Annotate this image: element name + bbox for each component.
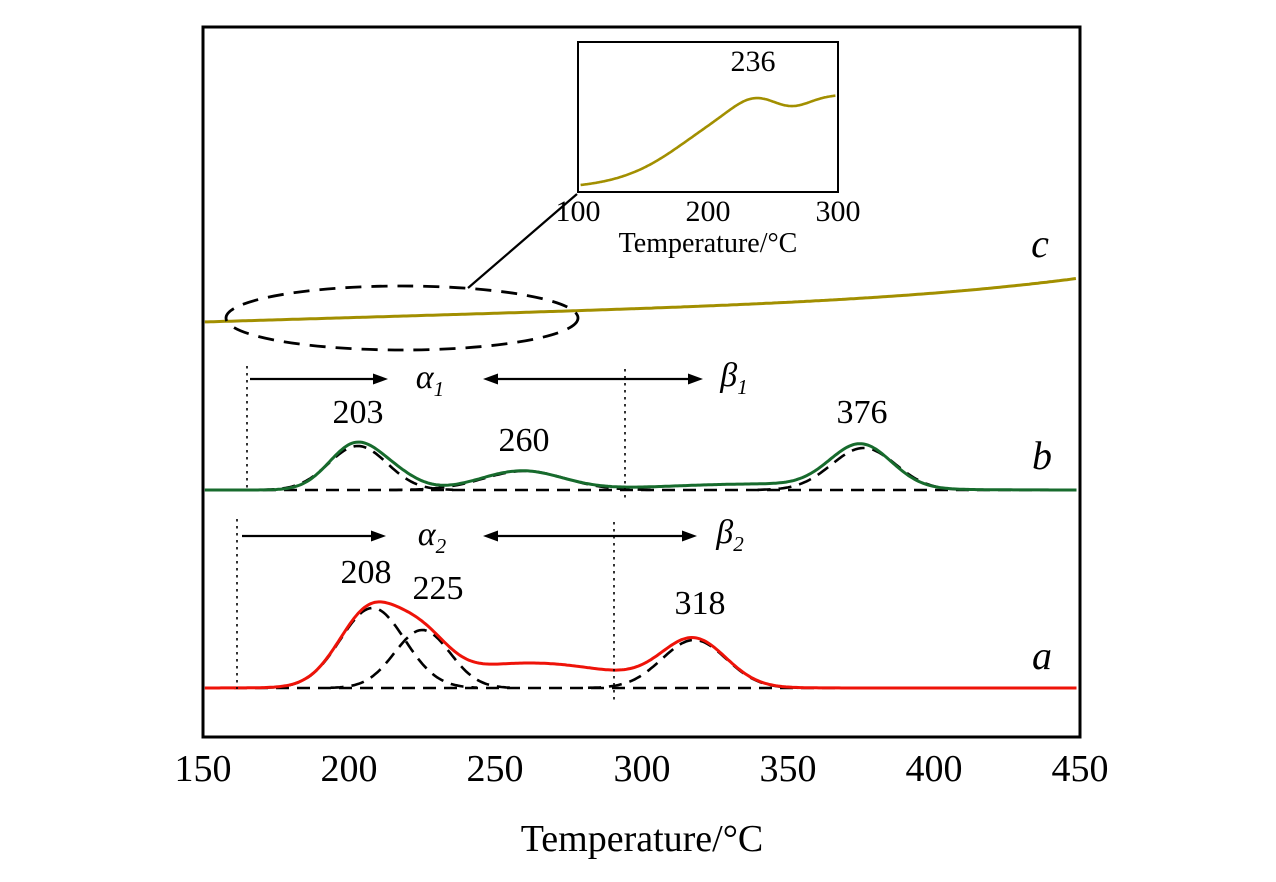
x-tick-3: 250 xyxy=(466,748,524,790)
deconv-peak-b-2 xyxy=(757,446,969,492)
inset-x-tick-3: 300 xyxy=(815,195,861,228)
alpha2-sub: 2 xyxy=(435,533,447,558)
region-label-alpha2: α2 xyxy=(418,518,446,557)
region-label-beta2: β2 xyxy=(716,516,743,555)
beta-arrow-right-head-a xyxy=(682,530,697,542)
beta1-sub: 1 xyxy=(737,374,748,399)
region-label-alpha1: α1 xyxy=(416,361,444,400)
inset-peak-label: 236 xyxy=(730,45,776,78)
x-tick-2: 200 xyxy=(320,748,378,790)
peak-label-a-225: 225 xyxy=(412,570,464,607)
beta2-letter: β xyxy=(716,514,734,551)
x-tick-4: 300 xyxy=(613,748,671,790)
peak-label-a-318: 318 xyxy=(674,585,726,622)
x-tick-7: 450 xyxy=(1051,748,1109,790)
deconv-peak-a-1 xyxy=(330,628,514,689)
region-label-beta1: β1 xyxy=(720,359,747,398)
inset-border xyxy=(577,41,839,193)
alpha1-sub: 1 xyxy=(433,376,445,401)
alpha1-letter: α xyxy=(415,359,434,396)
inset-pointer-line xyxy=(467,193,578,289)
curve-c xyxy=(204,277,1077,324)
curve-b-label: b xyxy=(1032,433,1052,478)
beta-arrow-left-head-a xyxy=(483,530,498,542)
inset-x-tick-1: 100 xyxy=(555,195,601,228)
inset-x-axis-label: Temperature/°C xyxy=(618,228,798,259)
x-tick-1: 150 xyxy=(174,748,232,790)
x-tick-5: 350 xyxy=(759,748,817,790)
peak-label-b-203: 203 xyxy=(332,394,384,431)
beta-arrow-right-head-b xyxy=(688,373,703,385)
alpha-arrow-head-a xyxy=(371,530,386,542)
curve-a xyxy=(204,600,1077,690)
beta-arrow-left-head-b xyxy=(483,373,498,385)
beta2-sub: 2 xyxy=(733,531,744,556)
x-tick-6: 400 xyxy=(905,748,963,790)
inset-curve xyxy=(580,94,836,187)
x-axis-label: Temperature/°C xyxy=(520,818,764,860)
peak-label-b-260: 260 xyxy=(498,422,550,459)
deconv-peak-a-2 xyxy=(587,638,799,690)
deconv-peak-a-0 xyxy=(266,606,477,689)
peak-label-a-208: 208 xyxy=(340,554,392,591)
alpha-arrow-head-b xyxy=(373,373,388,385)
curve-b xyxy=(204,440,1077,492)
inset-x-tick-2: 200 xyxy=(685,195,731,228)
curve-c-label: c xyxy=(1031,221,1049,266)
curve-a-label: a xyxy=(1032,633,1052,678)
alpha2-letter: α xyxy=(417,516,436,553)
highlight-ellipse xyxy=(224,284,580,352)
beta1-letter: β xyxy=(720,357,738,394)
plot-border xyxy=(201,25,1082,739)
peak-label-b-376: 376 xyxy=(836,394,888,431)
